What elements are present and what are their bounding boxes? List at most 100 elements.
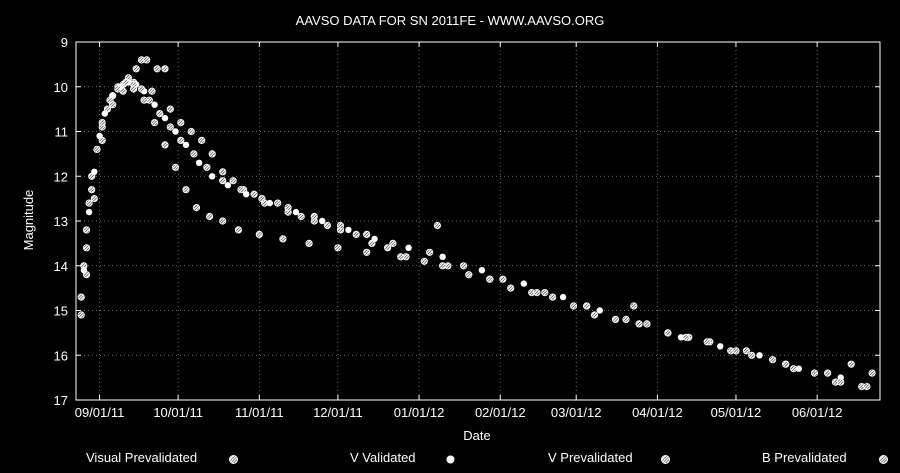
data-point [151, 101, 158, 108]
data-point [433, 221, 441, 230]
legend-label: B Prevalidated [762, 450, 847, 465]
data-point [82, 226, 91, 234]
data-point [172, 128, 179, 135]
data-point [596, 307, 603, 314]
x-tick-label: 06/01/12 [792, 405, 843, 420]
data-point [77, 293, 85, 301]
data-point [319, 217, 326, 225]
data-point [203, 163, 211, 171]
legend-item-visual-prevalidated: Visual Prevalidated [86, 450, 197, 465]
data-point [823, 369, 832, 377]
data-point [323, 221, 331, 230]
series-b-prevalidated [82, 85, 845, 386]
series-visual-prevalidated [77, 56, 876, 391]
y-tick-label: 16 [54, 348, 68, 363]
data-point [274, 199, 282, 207]
data-point [420, 257, 428, 265]
data-point [250, 190, 258, 198]
chart-title: AAVSO DATA FOR SN 2011FE - WWW.AAVSO.ORG [296, 13, 605, 28]
data-point [88, 186, 96, 194]
y-tick-label: 10 [54, 80, 68, 95]
data-point [198, 136, 206, 144]
data-point [810, 369, 819, 377]
filled-circle-icon [446, 455, 455, 464]
data-point [292, 208, 300, 216]
y-tick-label: 17 [54, 393, 68, 408]
data-point [90, 195, 98, 203]
data-point [863, 382, 871, 391]
x-tick-label: 05/01/12 [711, 405, 762, 420]
data-point [187, 127, 195, 136]
legend-label: V Validated [350, 450, 416, 465]
data-point [82, 244, 91, 252]
x-tick-label: 02/01/12 [475, 405, 526, 420]
y-tick-label: 11 [55, 125, 69, 140]
y-tick-label: 12 [54, 169, 68, 184]
data-point [677, 334, 685, 341]
data-point [345, 226, 352, 234]
legend-item-v-validated: V Validated [350, 450, 416, 465]
data-point [266, 199, 273, 207]
y-tick-label: 13 [54, 214, 68, 229]
data-point [101, 110, 109, 117]
data-point [258, 195, 266, 203]
data-point [161, 141, 169, 149]
data-point [465, 271, 473, 279]
data-point [310, 212, 318, 221]
data-point [140, 96, 148, 104]
data-point [682, 333, 690, 341]
data-point [279, 235, 287, 243]
data-point [717, 343, 724, 350]
x-axis-label: Date [463, 428, 490, 443]
data-point [137, 85, 146, 93]
data-point [389, 239, 397, 247]
data-point [548, 293, 557, 301]
data-point [520, 280, 527, 287]
data-point [499, 275, 507, 283]
data-point [219, 217, 227, 225]
data-point [177, 136, 185, 144]
data-point [363, 248, 371, 256]
hatched-circle-icon [661, 455, 670, 464]
data-point [237, 186, 245, 194]
series-v-validated [80, 79, 844, 381]
data-point [151, 119, 159, 127]
data-point [130, 85, 138, 93]
data-point [439, 253, 446, 260]
data-point [255, 230, 263, 238]
data-point [590, 311, 599, 319]
data-point [868, 369, 876, 377]
data-point [85, 208, 93, 216]
data-point [93, 145, 101, 153]
data-point [206, 212, 214, 221]
data-point [153, 65, 161, 73]
hatched-circle-icon [879, 455, 888, 464]
data-point [305, 239, 313, 247]
data-point [664, 329, 672, 337]
data-point [569, 302, 578, 310]
data-point [622, 315, 630, 323]
data-point [795, 365, 802, 372]
data-point [209, 173, 216, 180]
data-point [334, 244, 342, 252]
data-point [192, 204, 201, 212]
x-tick-label: 09/01/11 [75, 405, 125, 420]
data-point [371, 235, 378, 243]
legend-item-v-prevalidated: V Prevalidated [548, 450, 633, 465]
data-point [363, 230, 371, 238]
data-point [643, 320, 651, 328]
grid [76, 41, 880, 401]
hatched-circle-icon [229, 455, 238, 464]
data-point [91, 168, 98, 175]
data-point [611, 315, 620, 323]
data-point [630, 302, 638, 310]
data-point [635, 320, 643, 328]
data-point [122, 78, 130, 86]
x-tick-label: 03/01/12 [551, 405, 602, 420]
x-tick-label: 11/01/11 [235, 405, 284, 420]
data-point [742, 347, 751, 355]
legend-label: V Prevalidated [548, 450, 633, 465]
data-point [837, 378, 845, 386]
data-point [219, 177, 227, 185]
